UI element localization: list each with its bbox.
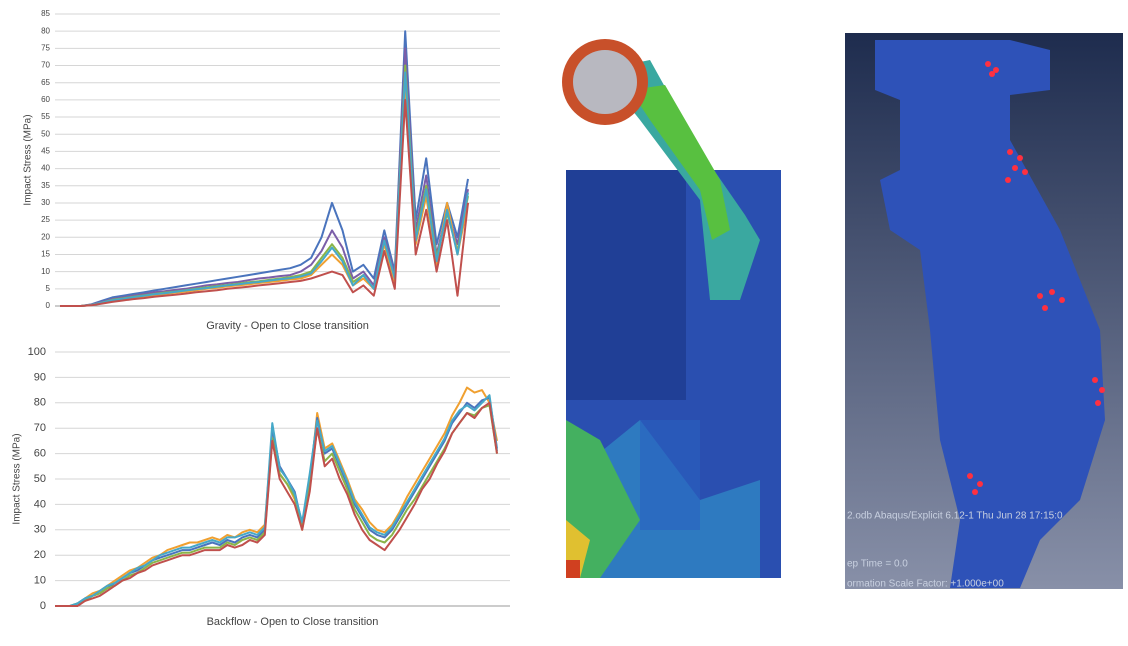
- y-tick-label: 25: [41, 215, 50, 224]
- y-tick-label: 80: [41, 26, 50, 35]
- y-tick-label: 45: [41, 147, 50, 156]
- fea-model-image: 2.odb Abaqus/Explicit 6.12-1 Thu Jun 28 …: [845, 33, 1123, 590]
- y-tick-label: 70: [41, 61, 50, 70]
- y-axis-label: Impact Stress (MPa): [23, 114, 34, 205]
- y-tick-label: 5: [46, 284, 51, 293]
- y-tick-label: 30: [34, 524, 46, 536]
- y-tick-label: 85: [41, 9, 50, 18]
- y-tick-label: 40: [34, 498, 46, 510]
- y-axis-label: Impact Stress (MPa): [12, 433, 23, 524]
- y-tick-label: 50: [34, 473, 46, 485]
- y-tick-label: 10: [41, 267, 50, 276]
- y-tick-label: 50: [41, 129, 50, 138]
- y-tick-label: 40: [41, 164, 50, 173]
- y-tick-label: 90: [34, 371, 46, 383]
- y-tick-label: 10: [34, 575, 46, 587]
- fea-label: 2.odb Abaqus/Explicit 6.12-1 Thu Jun 28 …: [847, 511, 1063, 522]
- y-tick-label: 70: [34, 422, 46, 434]
- page: 2.odb Abaqus/Explicit 6.12-1 Thu Jun 28 …: [0, 0, 1128, 646]
- chart-title: Gravity - Open to Close transition: [206, 320, 369, 332]
- y-tick-label: 35: [41, 181, 50, 190]
- y-tick-label: 100: [28, 346, 46, 358]
- y-tick-label: 60: [34, 448, 46, 460]
- y-tick-label: 0: [40, 600, 46, 612]
- y-tick-label: 15: [41, 250, 50, 259]
- y-tick-label: 30: [41, 198, 50, 207]
- fea-label: ormation Scale Factor: +1.000e+00: [847, 579, 1004, 590]
- y-tick-label: 60: [41, 95, 50, 104]
- y-tick-label: 75: [41, 43, 50, 52]
- y-tick-label: 20: [41, 232, 50, 241]
- y-tick-label: 65: [41, 78, 50, 87]
- y-tick-label: 55: [41, 112, 50, 121]
- fea-label: ep Time = 0.0: [847, 559, 908, 570]
- y-tick-label: 20: [34, 549, 46, 561]
- y-tick-label: 80: [34, 397, 46, 409]
- y-tick-label: 0: [46, 301, 51, 310]
- chart-title: Backflow - Open to Close transition: [207, 616, 379, 628]
